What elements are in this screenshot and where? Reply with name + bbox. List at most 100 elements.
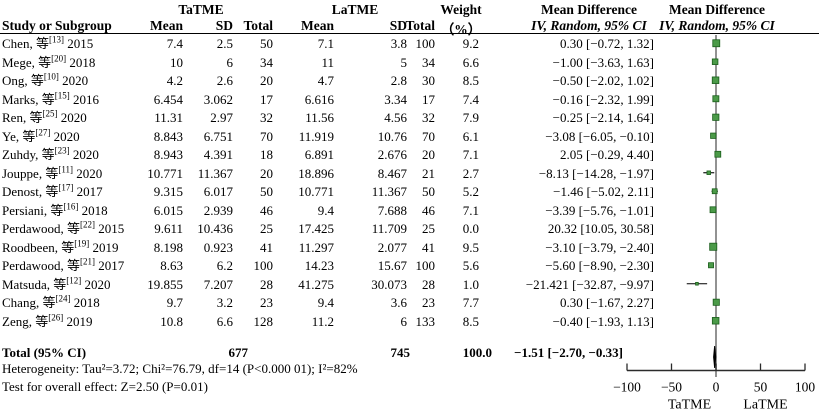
mean-latme: 11.919 [298, 128, 334, 144]
mean-latme: 11.297 [298, 239, 334, 255]
ci-text: −0.16 [−2.32, 1.99] [552, 91, 654, 107]
total-tatme: 25 [260, 221, 273, 236]
total-tatme: 28 [260, 276, 273, 292]
total-latme: 30 [422, 73, 435, 88]
mean-tatme: 10.8 [160, 313, 183, 329]
weight-value: 7.4 [462, 91, 479, 107]
citation-superscript: [20] [51, 53, 67, 64]
ci-text: −5.60 [−8.90, −2.30] [545, 258, 654, 273]
study-row: Ye, 等[27] 2020 8.843 6.751 70 11.919 10.… [0, 127, 819, 146]
weight-value: 0.0 [462, 221, 479, 236]
study-row: Ong, 等[10] 2020 4.2 2.6 20 4.7 2.8 30 8.… [0, 71, 819, 90]
total-latme: 50 [422, 184, 435, 199]
study-row: Matsuda, 等[12] 2020 19.855 7.207 28 41.2… [0, 275, 819, 294]
weight-value: 8.5 [462, 313, 479, 329]
sd-latme: 15.67 [377, 258, 407, 273]
total-tatme: 41 [260, 239, 273, 255]
citation-superscript: [19] [74, 238, 90, 249]
study-label: Chen, 等[13] 2015 [2, 34, 94, 51]
study-row: Perdawood, 等[22] 2015 9.611 10.436 25 17… [0, 219, 819, 238]
weight-value: 5.6 [462, 258, 479, 273]
study-row: Chang, 等[24] 2018 9.7 3.2 23 9.4 3.6 23 … [0, 293, 819, 312]
total-latme: 21 [422, 165, 435, 181]
sd-latme: 2.676 [377, 147, 407, 162]
total-latme: 28 [422, 276, 435, 292]
total-tatme: 46 [260, 202, 273, 218]
weight-value: 2.7 [462, 165, 479, 181]
sd-tatme: 2.5 [216, 36, 233, 51]
weight-value: 6.1 [462, 128, 479, 144]
ci-text: −21.421 [−32.87, −9.97] [525, 276, 654, 292]
iv-random-header-plot: IV, Random, 95% CI [659, 18, 775, 33]
mean-latme: 7.1 [317, 36, 334, 51]
total-latme: 23 [422, 295, 435, 310]
total-tatme: 100 [253, 258, 274, 273]
mean-latme: 11.2 [311, 313, 334, 329]
mean-latme: 11.56 [305, 110, 334, 125]
total-weight: 100.0 [462, 345, 492, 360]
total-latme: 17 [422, 91, 435, 107]
mean-tatme: 8.943 [153, 147, 183, 162]
mean-tatme: 6.015 [153, 202, 183, 218]
total-latme: 100 [415, 258, 436, 273]
sd-latme: 11.709 [371, 221, 407, 236]
mean-latme: 9.4 [317, 295, 334, 310]
axis-left-group-label: TaTME [668, 398, 711, 413]
x-axis-tick-label: −100 [613, 380, 641, 395]
mean-tatme: 7.4 [166, 36, 183, 51]
mean-latme: 9.4 [317, 202, 334, 218]
mean-latme: 10.771 [298, 184, 334, 199]
ci-text: 2.05 [−0.29, 4.40] [560, 147, 654, 162]
sd-tatme: 6.751 [203, 128, 233, 144]
total-tatme: 50 [260, 36, 273, 51]
sd-latme: 7.688 [377, 202, 407, 218]
sd-tatme: 7.207 [203, 276, 233, 292]
citation-superscript: [22] [80, 219, 95, 230]
sd-latme: 6 [400, 313, 408, 329]
weight-value: 6.6 [462, 54, 479, 70]
ci-text: 0.30 [−1.67, 2.27] [560, 295, 654, 310]
sd-latme: 5 [400, 54, 408, 70]
sd-tatme: 6.017 [203, 184, 233, 199]
mean-tatme: 10.771 [147, 165, 183, 181]
total-tatme: 128 [253, 313, 274, 329]
sd-latme: 8.467 [377, 165, 407, 181]
ci-text: 0.30 [−0.72, 1.32] [560, 36, 654, 51]
total-tatme: 17 [260, 91, 273, 107]
weight-percent-header: （%） [440, 22, 482, 37]
mean-latme: 6.891 [304, 147, 334, 162]
weight-value: 7.1 [462, 202, 479, 218]
total-tatme: 32 [260, 110, 273, 125]
x-axis-tick-label: −50 [661, 380, 682, 395]
mean-tatme: 9.7 [166, 295, 183, 310]
total-tatme: 34 [260, 54, 273, 70]
mean-tatme: 19.855 [147, 276, 183, 292]
study-label: Perdawood, 等[22] 2015 [2, 219, 125, 236]
ci-text: −1.46 [−5.02, 2.11] [553, 184, 654, 199]
heterogeneity-text: Heterogeneity: Tau²=3.72; Chi²=76.79, df… [2, 361, 358, 376]
group1-header: TaTME [178, 2, 224, 17]
total-n-latme: 745 [390, 345, 411, 360]
total-latme: 70 [422, 128, 435, 144]
study-column-header: Study or Subgroup [2, 18, 112, 33]
total-row: Total (95% CI) 677 745 100.0 −1.51 [−2.7… [0, 344, 819, 362]
mean-latme: 6.616 [304, 91, 334, 107]
x-axis-tick-label: 0 [713, 380, 720, 395]
total-latme: 25 [422, 221, 435, 236]
study-label: Chang, 等[24] 2018 [2, 293, 100, 310]
total-tatme: 20 [260, 73, 273, 88]
study-label: Perdawood, 等[21] 2017 [2, 256, 125, 273]
citation-superscript: [23] [54, 145, 70, 156]
weight-value: 9.2 [462, 36, 479, 51]
weight-value: 1.0 [462, 276, 479, 292]
total-tatme: 70 [260, 128, 273, 144]
sd-tatme: 4.391 [203, 147, 233, 162]
citation-superscript: [11] [58, 164, 74, 175]
sd-tatme: 6 [226, 54, 234, 70]
sd-tatme: 2.6 [216, 73, 233, 88]
mean-tatme: 8.198 [153, 239, 183, 255]
study-row: Jouppe, 等[11] 2020 10.771 11.367 20 18.8… [0, 164, 819, 183]
study-row: Ren, 等[25] 2020 11.31 2.97 32 11.56 4.56… [0, 108, 819, 127]
group2-header: LaTME [331, 2, 379, 17]
